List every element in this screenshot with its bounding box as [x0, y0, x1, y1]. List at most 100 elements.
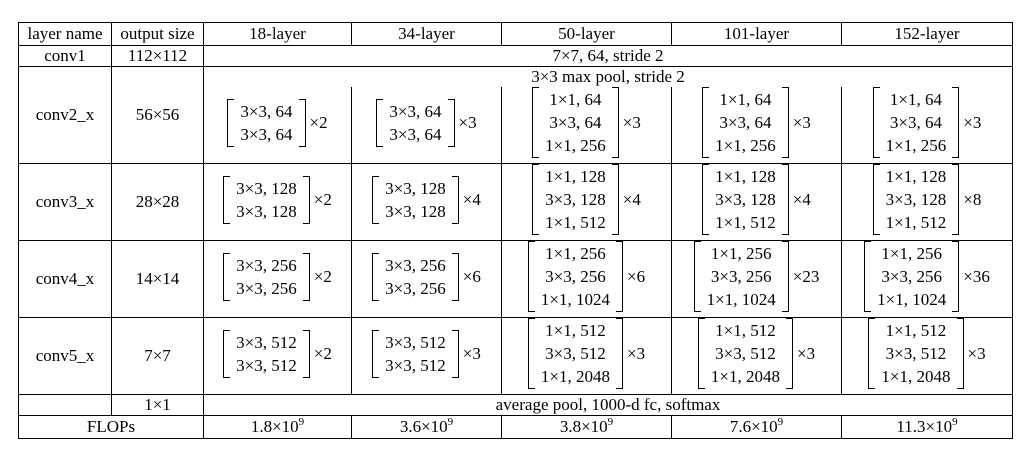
block-lines: 1×1, 128 3×3, 128 1×1, 512: [880, 164, 953, 235]
left-bracket: [372, 252, 380, 301]
header-152-layer: 152-layer: [841, 22, 1013, 46]
block-layer-spec: 3×3, 128: [545, 190, 606, 209]
building-block: 1×1, 64 3×3, 64 1×1, 256 ×3: [872, 87, 982, 158]
bracket-group: 1×1, 128 3×3, 128 1×1, 512: [872, 164, 960, 235]
building-block: 1×1, 256 3×3, 256 1×1, 1024 ×23: [693, 241, 820, 312]
left-bracket: [527, 318, 535, 389]
block-layer-spec: 1×1, 512: [715, 321, 776, 340]
block-layer-spec: 3×3, 512: [385, 355, 446, 375]
bracket-group: 3×3, 128 3×3, 128: [223, 175, 310, 224]
block-layer-spec: 3×3, 128: [236, 201, 297, 221]
block-layer-spec: 1×1, 512: [545, 213, 606, 232]
bracket-group: 1×1, 128 3×3, 128 1×1, 512: [702, 164, 789, 235]
building-block: 1×1, 512 3×3, 512 1×1, 2048 ×3: [697, 318, 815, 389]
block-lines: 3×3, 512 3×3, 512: [379, 330, 452, 378]
block-multiplier: ×8: [963, 189, 982, 209]
block-multiplier: ×3: [963, 112, 982, 132]
block-lines: 1×1, 256 3×3, 256 1×1, 1024: [871, 241, 952, 312]
building-block: 3×3, 128 3×3, 128 ×2: [223, 175, 332, 224]
block-cell-152: 1×1, 64 3×3, 64 1×1, 256 ×3: [841, 87, 1013, 164]
block-cell-101: 1×1, 64 3×3, 64 1×1, 256 ×3: [671, 87, 842, 164]
block-lines: 1×1, 256 3×3, 256 1×1, 1024: [701, 241, 782, 312]
final-layer-description: average pool, 1000-d fc, softmax: [203, 394, 1013, 416]
block-lines: 3×3, 64 3×3, 64: [234, 99, 298, 147]
layer-name-cell: conv5_x: [18, 317, 112, 395]
maxpool-description: 3×3 max pool, stride 2: [203, 66, 1013, 87]
stage-row-conv4: conv4_x 14×14 3×3, 256 3×3, 256 ×2 3×3, 25…: [18, 240, 1013, 318]
block-multiplier: ×23: [792, 266, 820, 286]
building-block: 1×1, 256 3×3, 256 1×1, 1024 ×36: [864, 241, 990, 312]
block-lines: 1×1, 64 3×3, 64 1×1, 256: [709, 87, 782, 158]
block-multiplier: ×4: [462, 189, 481, 209]
block-cell-50: 1×1, 128 3×3, 128 1×1, 512 ×4: [501, 163, 672, 241]
bracket-group: 1×1, 64 3×3, 64 1×1, 256: [702, 87, 789, 158]
layer-name-cell: conv4_x: [18, 240, 112, 318]
block-cell-34: 3×3, 256 3×3, 256 ×6: [351, 240, 502, 318]
building-block: 1×1, 256 3×3, 256 1×1, 1024 ×6: [527, 241, 645, 312]
output-size-cell: 14×14: [111, 240, 204, 318]
bracket-group: 1×1, 64 3×3, 64 1×1, 256: [532, 87, 619, 158]
block-multiplier: ×6: [462, 266, 481, 286]
block-multiplier: ×3: [967, 343, 986, 363]
block-cell-101: 1×1, 256 3×3, 256 1×1, 1024 ×23: [671, 240, 842, 318]
block-multiplier: ×36: [963, 266, 990, 286]
block-lines: 3×3, 128 3×3, 128: [230, 176, 303, 224]
right-bracket: [451, 175, 459, 224]
resnet-architecture-table: layer name output size 18-layer 34-layer…: [18, 22, 1013, 439]
left-bracket: [532, 87, 540, 158]
block-cell-50: 1×1, 64 3×3, 64 1×1, 256 ×3: [501, 87, 672, 164]
block-layer-spec: 1×1, 64: [719, 90, 772, 109]
right-bracket: [781, 241, 789, 312]
building-block: 3×3, 128 3×3, 128 ×4: [372, 175, 481, 224]
flops-value-50: 3.8×109: [501, 415, 672, 439]
left-bracket: [864, 241, 872, 312]
left-bracket: [702, 164, 710, 235]
header-101-layer: 101-layer: [671, 22, 842, 46]
flops-mantissa: 3.6×10: [399, 417, 448, 436]
bracket-group: 3×3, 256 3×3, 256: [223, 252, 310, 301]
final-layer-row: 1×1 average pool, 1000-d fc, softmax: [18, 394, 1013, 416]
block-multiplier: ×3: [458, 112, 477, 132]
block-layer-spec: 3×3, 64: [389, 124, 442, 144]
flops-value-101: 7.6×109: [671, 415, 842, 439]
block-cell-50: 1×1, 512 3×3, 512 1×1, 2048 ×3: [501, 317, 672, 395]
block-multiplier: ×2: [313, 343, 332, 363]
right-bracket: [611, 87, 619, 158]
left-bracket: [376, 98, 384, 147]
bracket-group: 3×3, 128 3×3, 128: [372, 175, 459, 224]
block-layer-spec: 1×1, 256: [715, 136, 776, 155]
left-bracket: [223, 252, 231, 301]
block-layer-spec: 3×3, 128: [385, 178, 446, 198]
block-layer-spec: 3×3, 64: [389, 101, 442, 121]
right-bracket: [451, 329, 459, 378]
block-multiplier: ×2: [309, 112, 328, 132]
block-lines: 1×1, 64 3×3, 64 1×1, 256: [539, 87, 612, 158]
block-layer-spec: 3×3, 512: [885, 344, 947, 363]
block-layer-spec: 1×1, 128: [715, 167, 776, 186]
left-bracket: [532, 164, 540, 235]
bracket-group: 1×1, 256 3×3, 256 1×1, 1024: [864, 241, 960, 312]
block-lines: 1×1, 64 3×3, 64 1×1, 256: [880, 87, 953, 158]
output-size-cell: 7×7: [111, 317, 204, 395]
flops-mantissa: 3.8×10: [559, 417, 608, 436]
block-cell-101: 1×1, 128 3×3, 128 1×1, 512 ×4: [671, 163, 842, 241]
block-layer-spec: 1×1, 128: [545, 167, 606, 186]
block-cell-152: 1×1, 256 3×3, 256 1×1, 1024 ×36: [841, 240, 1013, 318]
right-bracket: [616, 318, 623, 389]
stage-row-conv2: 3×3, 64 3×3, 64 ×2 3×3, 64 3×3, 64 ×3 1×1, 6…: [19, 87, 1013, 164]
block-cell-18: 3×3, 512 3×3, 512 ×2: [203, 317, 352, 395]
left-bracket: [702, 87, 710, 158]
block-layer-spec: 3×3, 256: [236, 278, 297, 298]
block-lines: 1×1, 256 3×3, 256 1×1, 1024: [535, 241, 616, 312]
block-layer-spec: 1×1, 2048: [710, 367, 780, 386]
left-bracket: [372, 329, 380, 378]
block-multiplier: ×2: [313, 266, 332, 286]
header-18-layer: 18-layer: [203, 22, 352, 46]
block-cell-152: 1×1, 512 3×3, 512 1×1, 2048 ×3: [841, 317, 1013, 395]
block-layer-spec: 1×1, 256: [545, 136, 606, 155]
output-size-cell: 1×1: [111, 394, 204, 416]
bracket-group: 3×3, 512 3×3, 512: [223, 329, 310, 378]
block-layer-spec: 1×1, 256: [545, 244, 606, 263]
block-layer-spec: 1×1, 128: [885, 167, 947, 186]
block-lines: 3×3, 64 3×3, 64: [383, 99, 447, 147]
